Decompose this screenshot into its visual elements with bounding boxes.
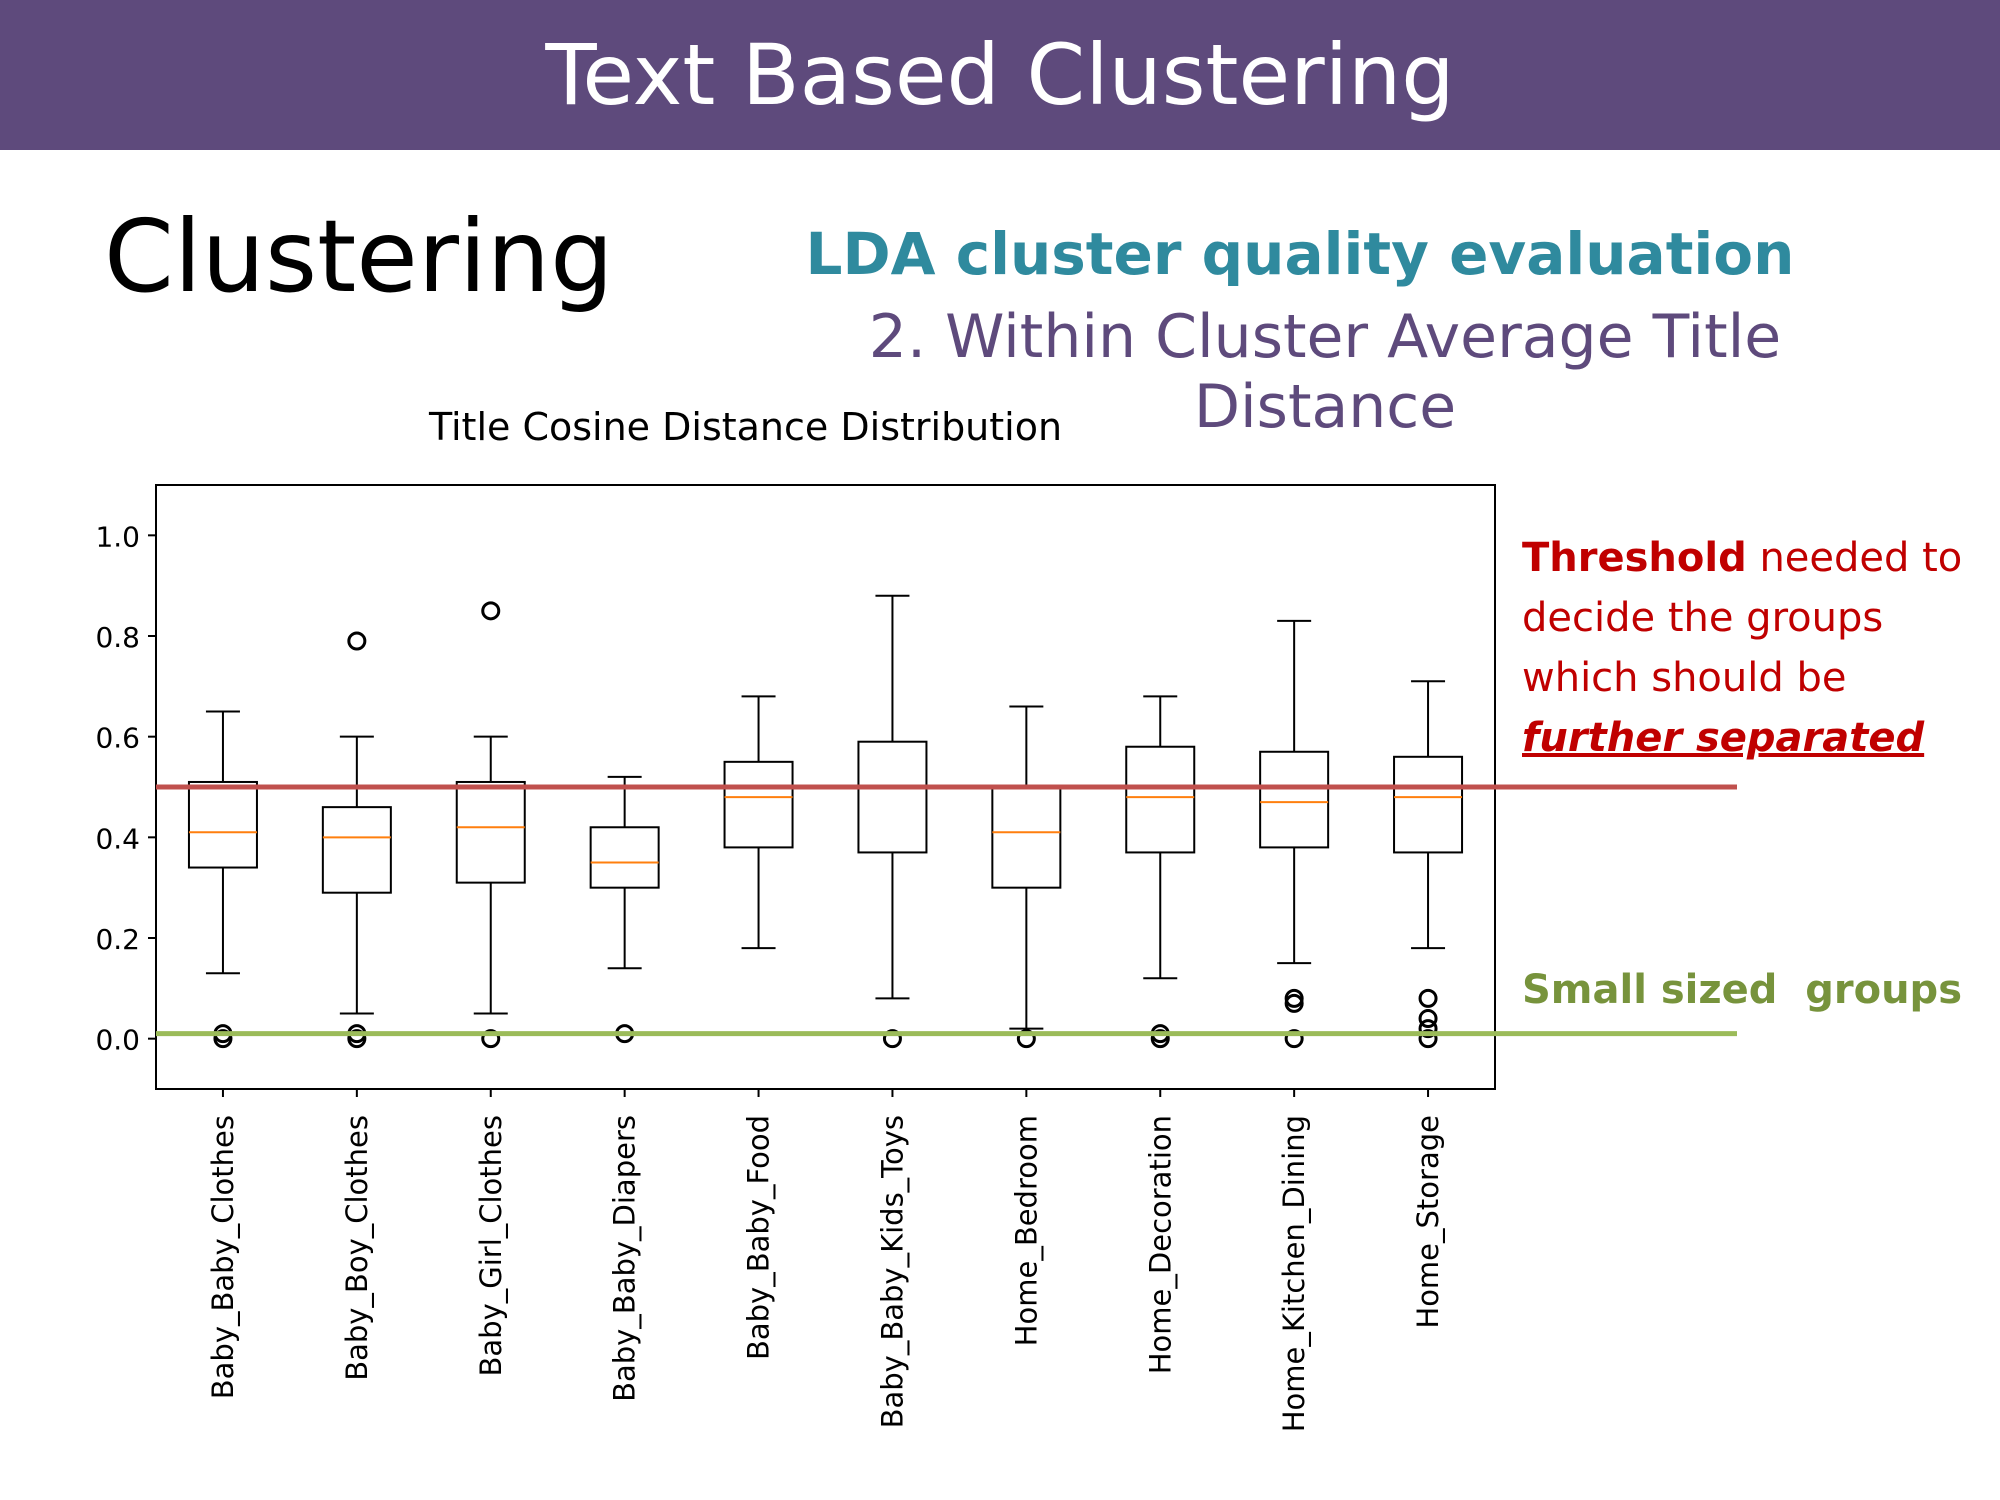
box-iqr bbox=[187, 780, 258, 869]
x-tick-label: Home_Kitchen_Dining bbox=[1277, 1115, 1311, 1432]
box-iqr bbox=[1393, 755, 1464, 854]
box-iqr bbox=[857, 740, 928, 854]
chart-title: Title Cosine Distance Distribution bbox=[428, 405, 1062, 449]
threshold-label-text: needed to decide the groups which should… bbox=[1522, 535, 1963, 701]
y-tick-label: 0.6 bbox=[95, 722, 140, 755]
x-tick-label: Home_Decoration bbox=[1143, 1115, 1177, 1374]
x-tick-label: Home_Bedroom bbox=[1009, 1115, 1043, 1346]
slide-title: Text Based Clustering bbox=[545, 26, 1455, 124]
x-tick-label: Baby_Baby_Clothes bbox=[206, 1115, 240, 1399]
y-tick-label: 0.4 bbox=[95, 822, 140, 855]
box-iqr bbox=[589, 826, 660, 889]
threshold-label-emphasis: further separated bbox=[1522, 715, 1925, 761]
outlier-point bbox=[481, 601, 501, 621]
outlier-point bbox=[347, 631, 367, 651]
box-iqr bbox=[1259, 750, 1330, 849]
outlier-point bbox=[481, 1029, 501, 1049]
x-tick-label: Baby_Baby_Kids_Toys bbox=[875, 1115, 909, 1428]
small-groups-annotation: Small sized groups bbox=[1522, 967, 1962, 1013]
outlier-point bbox=[1418, 1019, 1438, 1039]
y-tick-label: 0.0 bbox=[95, 1024, 140, 1057]
outlier-point bbox=[1284, 988, 1304, 1008]
section-title: Clustering bbox=[104, 198, 614, 315]
y-tick-label: 0.8 bbox=[95, 621, 140, 654]
outlier-point bbox=[1284, 1029, 1304, 1049]
header-banner: Text Based Clustering bbox=[0, 0, 2000, 150]
outlier-point bbox=[1418, 1009, 1438, 1029]
x-tick-label: Baby_Girl_Clothes bbox=[474, 1115, 508, 1377]
subtitle-lda-evaluation: LDA cluster quality evaluation bbox=[805, 220, 1795, 288]
box-iqr bbox=[991, 786, 1062, 889]
subtitle-within-cluster: 2. Within Cluster Average Title Distance bbox=[868, 302, 1782, 442]
outlier-point bbox=[882, 1029, 902, 1049]
box-iqr bbox=[455, 780, 526, 884]
x-tick-label: Baby_Baby_Food bbox=[742, 1115, 776, 1360]
outlier-point bbox=[1016, 1029, 1036, 1049]
x-tick-label: Home_Storage bbox=[1411, 1115, 1445, 1329]
x-tick-label: Baby_Boy_Clothes bbox=[340, 1115, 374, 1381]
threshold-annotation: Threshold needed to decide the groups wh… bbox=[1522, 528, 1992, 768]
y-tick-label: 0.2 bbox=[95, 923, 140, 956]
x-tick-label: Baby_Baby_Diapers bbox=[608, 1115, 642, 1402]
box-iqr bbox=[723, 760, 794, 849]
box-iqr bbox=[1125, 745, 1196, 854]
threshold-label-bold: Threshold bbox=[1522, 535, 1747, 581]
outlier-point bbox=[1418, 988, 1438, 1008]
y-tick-label: 1.0 bbox=[95, 520, 140, 553]
outlier-point bbox=[1418, 1029, 1438, 1049]
box-iqr bbox=[321, 806, 392, 894]
